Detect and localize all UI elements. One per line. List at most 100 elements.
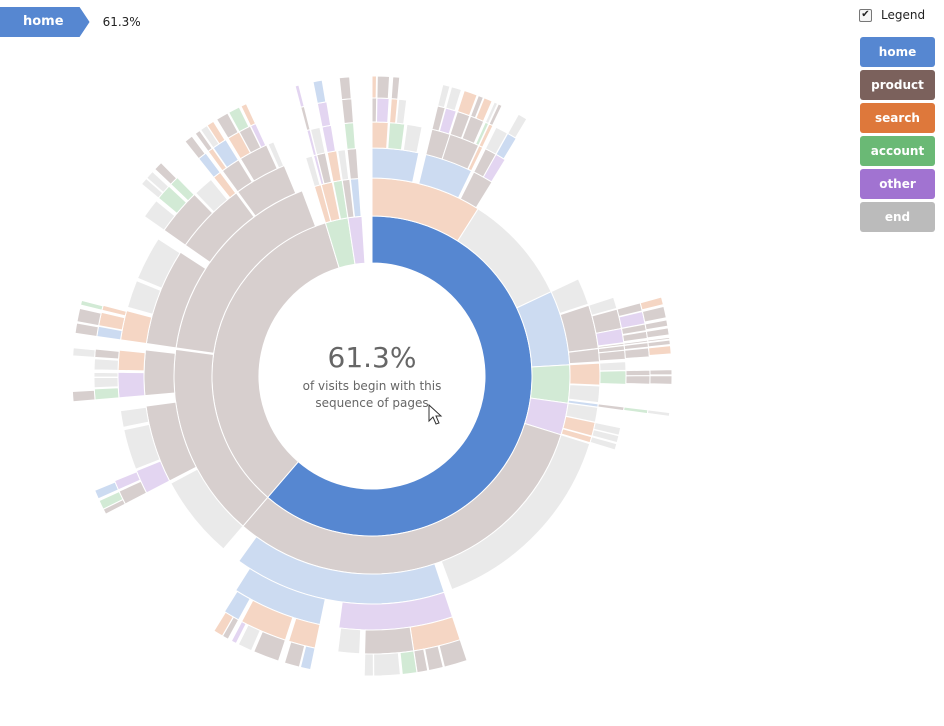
sunburst-arc-account[interactable] bbox=[387, 122, 406, 151]
sunburst-arc-product[interactable] bbox=[346, 147, 360, 180]
sunburst-arc-product[interactable] bbox=[253, 630, 286, 662]
sunburst-arc-end[interactable] bbox=[123, 423, 161, 470]
sunburst-arc-product[interactable] bbox=[376, 75, 391, 100]
sunburst-arc-product[interactable] bbox=[194, 129, 213, 153]
sunburst-arc-end[interactable] bbox=[589, 436, 618, 451]
sunburst-arc-account[interactable] bbox=[93, 387, 120, 401]
sunburst-arc-search[interactable] bbox=[240, 102, 257, 127]
sunburst-arc-product[interactable] bbox=[624, 347, 650, 360]
sunburst-arc-end[interactable] bbox=[119, 406, 150, 428]
sunburst-arc-end[interactable] bbox=[437, 83, 451, 109]
sunburst-arc-product[interactable] bbox=[338, 76, 352, 101]
sunburst-arc-end[interactable] bbox=[305, 155, 321, 188]
sunburst-arc-product[interactable] bbox=[371, 97, 378, 123]
sunburst-arc-end[interactable] bbox=[143, 199, 176, 231]
sunburst-arc-other[interactable] bbox=[230, 620, 247, 645]
sunburst-arc-product[interactable] bbox=[645, 327, 670, 339]
sunburst-arc-product[interactable] bbox=[143, 349, 176, 397]
sunburst-arc-product[interactable] bbox=[469, 94, 485, 119]
sunburst-arc-end[interactable] bbox=[237, 624, 261, 652]
sunburst-arc-end[interactable] bbox=[126, 279, 162, 315]
sunburst-arc-product[interactable] bbox=[641, 305, 667, 323]
sunburst-arc-end[interactable] bbox=[445, 86, 463, 112]
sunburst-arc-product[interactable] bbox=[76, 307, 102, 327]
sunburst-arc-product[interactable] bbox=[215, 112, 239, 139]
sunburst-arc-home[interactable] bbox=[94, 481, 120, 500]
sunburst-arc-end[interactable] bbox=[93, 371, 119, 378]
sunburst-arc-end[interactable] bbox=[373, 652, 401, 677]
sunburst-arc-end[interactable] bbox=[337, 627, 362, 655]
sunburst-arc-search[interactable] bbox=[475, 97, 493, 122]
sunburst-arc-product[interactable] bbox=[647, 336, 671, 343]
sunburst-arc-account[interactable] bbox=[599, 370, 627, 385]
sunburst-arc-other[interactable] bbox=[376, 97, 390, 124]
sunburst-arc-product[interactable] bbox=[649, 369, 673, 376]
sunburst-arc-product[interactable] bbox=[424, 645, 444, 672]
sunburst-arc-end[interactable] bbox=[140, 177, 164, 199]
sunburst-arc-end[interactable] bbox=[507, 113, 528, 139]
sunburst-arc-search[interactable] bbox=[206, 120, 226, 145]
sunburst-arc-search[interactable] bbox=[117, 349, 146, 372]
sunburst-arc-search[interactable] bbox=[371, 121, 389, 150]
sunburst-arc-account[interactable] bbox=[98, 490, 124, 510]
sunburst-arc-end[interactable] bbox=[146, 170, 170, 194]
sunburst-arc-search[interactable] bbox=[371, 75, 377, 99]
sunburst-arc-home[interactable] bbox=[312, 79, 327, 105]
sunburst-arc-end[interactable] bbox=[440, 434, 591, 591]
sunburst-arc-end[interactable] bbox=[93, 358, 120, 371]
sunburst-arc-end[interactable] bbox=[402, 123, 423, 154]
sunburst-arc-search[interactable] bbox=[569, 362, 601, 386]
sunburst-arc-product[interactable] bbox=[283, 641, 306, 668]
sunburst-arc-account[interactable] bbox=[623, 406, 649, 415]
sunburst-arc-end[interactable] bbox=[93, 376, 119, 389]
sunburst-arc-home[interactable] bbox=[299, 645, 316, 671]
sunburst-arc-product[interactable] bbox=[625, 369, 651, 377]
sunburst-arc-end[interactable] bbox=[395, 98, 408, 125]
sunburst-arc-product[interactable] bbox=[488, 103, 503, 127]
sunburst-arc-product[interactable] bbox=[94, 348, 120, 360]
sunburst-arc-product[interactable] bbox=[438, 639, 468, 668]
sunburst-arc-product[interactable] bbox=[647, 339, 671, 348]
breadcrumb-item-home[interactable]: home bbox=[0, 7, 90, 37]
sunburst-arc-product[interactable] bbox=[649, 375, 673, 385]
legend-checkbox[interactable]: ✔ bbox=[859, 8, 872, 22]
sunburst-arc-end[interactable] bbox=[194, 178, 229, 213]
sunburst-arc-account[interactable] bbox=[343, 122, 356, 150]
sunburst-arc-product[interactable] bbox=[390, 76, 401, 100]
sunburst-arc-other[interactable] bbox=[294, 84, 305, 108]
sunburst-arc-search[interactable] bbox=[648, 345, 672, 357]
sunburst-arc-account[interactable] bbox=[529, 364, 571, 404]
sunburst-arc-end[interactable] bbox=[593, 421, 622, 436]
sunburst-arc-product[interactable] bbox=[300, 105, 311, 132]
sunburst-arc-end[interactable] bbox=[550, 278, 589, 315]
sunburst-arc-product[interactable] bbox=[71, 389, 96, 403]
sunburst-arc-end[interactable] bbox=[588, 296, 618, 316]
sunburst-arc-end[interactable] bbox=[136, 238, 181, 289]
sunburst-arc-product[interactable] bbox=[597, 403, 625, 412]
sunburst-arc-end[interactable] bbox=[484, 101, 499, 125]
sunburst-arc-account[interactable] bbox=[79, 299, 104, 311]
sunburst-arc-end[interactable] bbox=[309, 126, 326, 156]
sunburst-arc-product[interactable] bbox=[341, 98, 354, 125]
sunburst-arc-search[interactable] bbox=[456, 89, 478, 117]
sunburst-arc-other[interactable] bbox=[316, 101, 332, 128]
sunburst-arc-account[interactable] bbox=[399, 650, 418, 676]
sunburst-arc-product[interactable] bbox=[154, 161, 178, 185]
sunburst-arc-product[interactable] bbox=[74, 322, 99, 338]
sunburst-arc-end[interactable] bbox=[170, 468, 244, 550]
sunburst-arc-end[interactable] bbox=[337, 149, 350, 181]
sunburst-arc-end[interactable] bbox=[646, 409, 671, 417]
sunburst-arc-other[interactable] bbox=[117, 371, 146, 399]
sunburst-arc-search[interactable] bbox=[213, 611, 234, 637]
sunburst-arc-end[interactable] bbox=[599, 361, 627, 372]
sunburst-arc-product[interactable] bbox=[644, 319, 669, 331]
sunburst-arc-end[interactable] bbox=[72, 347, 96, 358]
sunburst-arc-home[interactable] bbox=[371, 147, 420, 183]
sunburst-arc-end[interactable] bbox=[591, 429, 620, 444]
sunburst-arc-account[interactable] bbox=[228, 106, 250, 133]
sunburst-arc-product[interactable] bbox=[184, 135, 206, 160]
sunburst-arc-product[interactable] bbox=[625, 375, 651, 385]
sunburst-arc-end[interactable] bbox=[363, 653, 374, 677]
sunburst-arc-end[interactable] bbox=[267, 141, 285, 169]
